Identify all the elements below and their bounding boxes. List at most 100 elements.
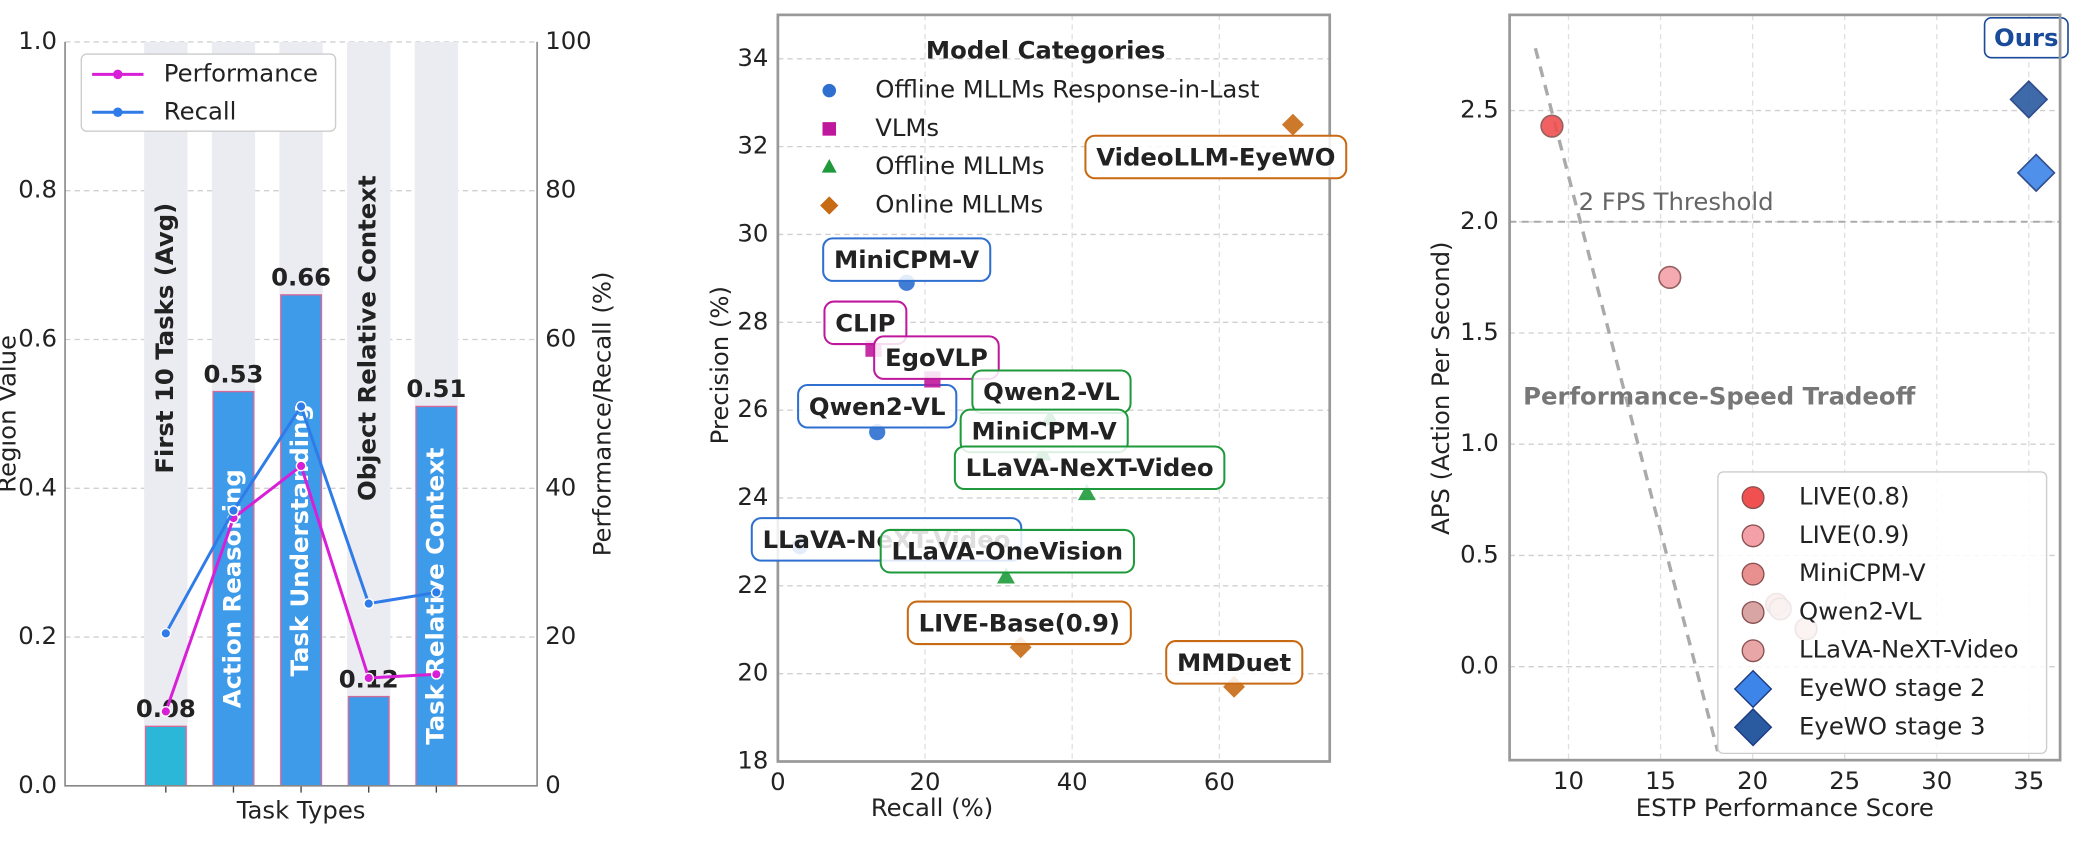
- y-axis-title: Precision (%): [705, 286, 734, 444]
- x-tick-label: 60: [1204, 767, 1235, 796]
- category-label: Action Reasoning: [217, 469, 246, 708]
- y-tick-label: 0.0: [1460, 651, 1499, 680]
- line-point: [295, 460, 307, 472]
- legend-marker: [113, 69, 123, 80]
- axes-frame: [1508, 13, 2062, 762]
- y-axis-title: Region Value: [0, 335, 21, 493]
- point: [1077, 483, 1096, 501]
- label-box: [873, 335, 1000, 380]
- y2-axis-title: Performance/Recall (%): [587, 271, 616, 556]
- point: [1540, 114, 1564, 138]
- legend-marker: [113, 107, 123, 117]
- category-label: Task Understanding: [285, 404, 314, 676]
- x-tick-label: 40: [1057, 767, 1088, 796]
- bar: [347, 695, 390, 787]
- legend-box: [80, 53, 337, 132]
- bar: [144, 725, 187, 787]
- value-label: 0.51: [406, 374, 466, 403]
- legend-box: [1717, 471, 2048, 755]
- category-label: First 10 Tasks (Avg): [150, 203, 179, 474]
- y-tick-label: 32: [737, 131, 768, 160]
- legend-marker: [1741, 639, 1765, 663]
- y-tick-label: 0.6: [18, 323, 57, 352]
- line-point: [363, 598, 375, 609]
- legend-marker: [822, 83, 837, 98]
- point: [1658, 265, 1682, 290]
- legend-marker: [1741, 524, 1765, 548]
- annotation-box: [1983, 17, 2069, 59]
- point-label: LLaVA-NeXT-Video: [966, 453, 1214, 482]
- label-box: [1084, 134, 1348, 180]
- line-point: [363, 672, 375, 684]
- y-tick-label: 30: [737, 218, 768, 247]
- legend-label: LIVE(0.8): [1799, 482, 1909, 511]
- threshold-label: 2 FPS Threshold: [1579, 187, 1774, 216]
- y-tick-label: 0: [545, 770, 560, 799]
- legend-label: Offline MLLMs Response-in-Last: [875, 75, 1259, 104]
- point-label: MiniCPM-V: [971, 416, 1116, 445]
- point-label: MMDuet: [1177, 648, 1291, 677]
- y-tick-label: 80: [545, 175, 576, 204]
- line-point: [430, 587, 442, 598]
- y-tick-label: 2.5: [1460, 95, 1499, 124]
- x-tick-label: 20: [1737, 766, 1768, 795]
- label-box: [822, 237, 992, 282]
- y-tick-label: 22: [737, 570, 768, 599]
- y-tick-label: 34: [737, 43, 768, 72]
- value-label: 0.66: [271, 263, 331, 292]
- y-tick-label: 100: [545, 26, 591, 55]
- legend-marker: [821, 159, 837, 173]
- x-tick-label: 20: [910, 767, 941, 796]
- category-label: Object Relative Context: [353, 175, 382, 501]
- category-band: [144, 41, 188, 786]
- line-point: [228, 505, 239, 517]
- annotation: Ours: [1994, 23, 2058, 52]
- legend-label: LIVE(0.9): [1799, 520, 1909, 549]
- point-label: Qwen2-VL: [809, 392, 946, 421]
- legend-label: Recall: [164, 96, 237, 125]
- x-tick-label: 15: [1645, 766, 1676, 795]
- bar: [280, 294, 323, 787]
- x-tick-label: 35: [2013, 766, 2044, 795]
- label-box: [797, 383, 958, 429]
- legend-marker: [1741, 600, 1765, 624]
- legend-marker: [1741, 562, 1765, 586]
- y-tick-label: 20: [737, 658, 768, 687]
- legend-marker: [820, 196, 839, 215]
- line-point: [430, 668, 442, 680]
- label-box: [953, 445, 1226, 491]
- x-tick-label: 30: [1921, 766, 1952, 795]
- y-tick-label: 0.0: [18, 770, 57, 799]
- y-tick-label: 1.0: [18, 26, 57, 55]
- point-label: EgoVLP: [885, 343, 988, 372]
- y-tick-label: 18: [737, 745, 768, 774]
- y-tick-label: 60: [545, 323, 576, 352]
- legend-label: MiniCPM-V: [1799, 558, 1926, 587]
- y-tick-label: 40: [545, 472, 576, 501]
- y-tick-label: 2.0: [1460, 206, 1499, 235]
- y-tick-label: 0.8: [18, 175, 57, 204]
- line-point: [295, 401, 307, 412]
- x-axis-title: Task Types: [236, 796, 366, 825]
- point-label: CLIP: [835, 308, 895, 337]
- point-label: MiniCPM-V: [834, 245, 979, 274]
- y-tick-label: 0.4: [18, 472, 57, 501]
- category-band: [347, 41, 391, 786]
- point-label: VideoLLM-EyeWO: [1096, 142, 1335, 171]
- legend-label: EyeWO stage 3: [1799, 711, 1985, 740]
- label-box: [823, 300, 908, 346]
- legend-marker: [1733, 669, 1773, 709]
- bar: [212, 390, 255, 787]
- label-box: [879, 528, 1135, 574]
- legend-label: Online MLLMs: [875, 189, 1043, 218]
- axes-frame: [776, 13, 1332, 763]
- x-tick-label: 10: [1553, 766, 1584, 795]
- point: [1281, 113, 1304, 136]
- trend-line: [1533, 47, 1720, 752]
- y-tick-label: 20: [545, 621, 576, 650]
- y-axis-title: APS (Action Per Second): [1426, 241, 1455, 534]
- trend-label: Performance-Speed Tradeoff: [1523, 382, 1916, 411]
- x-axis-title: ESTP Performance Score: [1636, 793, 1934, 822]
- legend-marker: [822, 122, 837, 136]
